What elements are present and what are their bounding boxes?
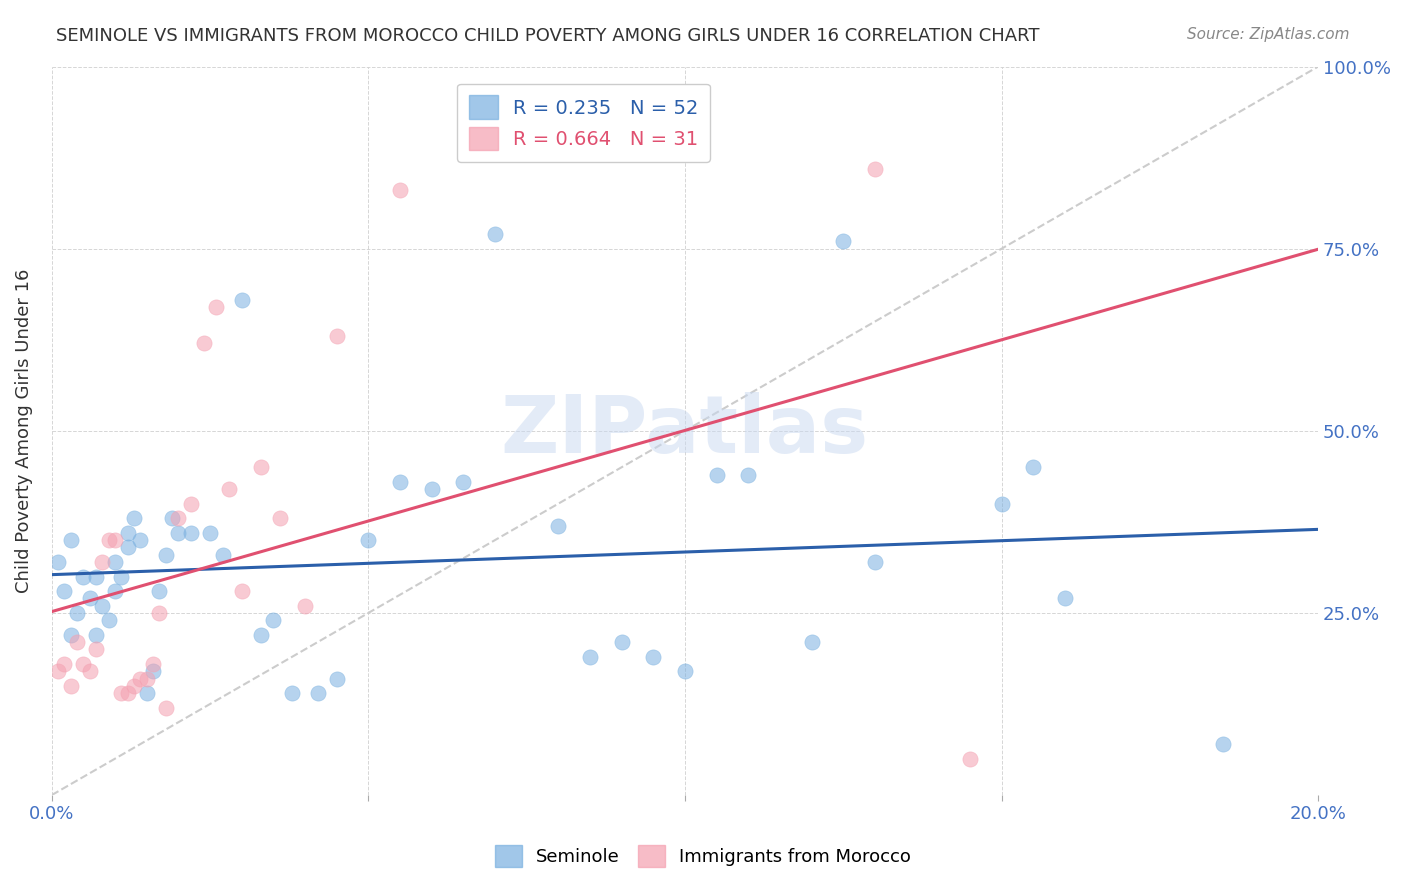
Point bbox=[160, 511, 183, 525]
Point bbox=[59, 533, 82, 547]
Text: SEMINOLE VS IMMIGRANTS FROM MOROCCO CHILD POVERTY AMONG GIRLS UNDER 16 CORRELATI: SEMINOLE VS IMMIGRANTS FROM MOROCCO CHIL… bbox=[56, 27, 1040, 45]
Point bbox=[294, 599, 316, 613]
Point bbox=[863, 555, 886, 569]
Point bbox=[863, 161, 886, 176]
Point bbox=[420, 482, 443, 496]
Point bbox=[262, 613, 284, 627]
Point bbox=[122, 511, 145, 525]
Point bbox=[135, 686, 157, 700]
Point bbox=[110, 686, 132, 700]
Point bbox=[46, 664, 69, 678]
Point bbox=[218, 482, 240, 496]
Point bbox=[142, 664, 165, 678]
Point bbox=[579, 649, 602, 664]
Point bbox=[117, 541, 139, 555]
Point bbox=[180, 525, 202, 540]
Point bbox=[72, 657, 94, 671]
Point bbox=[547, 518, 569, 533]
Point bbox=[388, 183, 411, 197]
Point bbox=[66, 606, 89, 620]
Point bbox=[142, 657, 165, 671]
Point bbox=[453, 475, 475, 489]
Y-axis label: Child Poverty Among Girls Under 16: Child Poverty Among Girls Under 16 bbox=[15, 268, 32, 593]
Point bbox=[46, 555, 69, 569]
Point bbox=[357, 533, 380, 547]
Point bbox=[91, 555, 114, 569]
Point bbox=[72, 569, 94, 583]
Point bbox=[706, 467, 728, 482]
Point bbox=[155, 700, 177, 714]
Point bbox=[155, 548, 177, 562]
Point bbox=[84, 642, 107, 657]
Point bbox=[737, 467, 759, 482]
Point bbox=[231, 293, 253, 307]
Point bbox=[832, 235, 855, 249]
Point bbox=[800, 635, 823, 649]
Text: ZIPatlas: ZIPatlas bbox=[501, 392, 869, 470]
Point bbox=[53, 657, 76, 671]
Point bbox=[959, 751, 981, 765]
Point bbox=[97, 533, 120, 547]
Point bbox=[122, 679, 145, 693]
Point bbox=[307, 686, 329, 700]
Point bbox=[104, 533, 127, 547]
Point bbox=[211, 548, 233, 562]
Point bbox=[484, 227, 506, 241]
Point bbox=[249, 628, 271, 642]
Point bbox=[59, 679, 82, 693]
Point bbox=[148, 584, 170, 599]
Point bbox=[269, 511, 291, 525]
Legend: R = 0.235   N = 52, R = 0.664   N = 31: R = 0.235 N = 52, R = 0.664 N = 31 bbox=[457, 84, 710, 162]
Legend: Seminole, Immigrants from Morocco: Seminole, Immigrants from Morocco bbox=[488, 838, 918, 874]
Point bbox=[249, 460, 271, 475]
Point bbox=[167, 525, 190, 540]
Point bbox=[231, 584, 253, 599]
Point bbox=[388, 475, 411, 489]
Point bbox=[117, 525, 139, 540]
Point bbox=[79, 591, 101, 606]
Point bbox=[117, 686, 139, 700]
Point bbox=[135, 672, 157, 686]
Point bbox=[66, 635, 89, 649]
Point bbox=[281, 686, 304, 700]
Point bbox=[91, 599, 114, 613]
Point bbox=[325, 329, 347, 343]
Point bbox=[1212, 737, 1234, 751]
Point bbox=[110, 569, 132, 583]
Text: Source: ZipAtlas.com: Source: ZipAtlas.com bbox=[1187, 27, 1350, 42]
Point bbox=[104, 555, 127, 569]
Point bbox=[610, 635, 633, 649]
Point bbox=[180, 497, 202, 511]
Point bbox=[129, 672, 152, 686]
Point bbox=[167, 511, 190, 525]
Point bbox=[673, 664, 696, 678]
Point bbox=[643, 649, 665, 664]
Point bbox=[990, 497, 1012, 511]
Point bbox=[1053, 591, 1076, 606]
Point bbox=[129, 533, 152, 547]
Point bbox=[1022, 460, 1045, 475]
Point bbox=[198, 525, 221, 540]
Point bbox=[84, 569, 107, 583]
Point bbox=[205, 300, 228, 314]
Point bbox=[325, 672, 347, 686]
Point bbox=[148, 606, 170, 620]
Point bbox=[84, 628, 107, 642]
Point bbox=[97, 613, 120, 627]
Point bbox=[104, 584, 127, 599]
Point bbox=[59, 628, 82, 642]
Point bbox=[53, 584, 76, 599]
Point bbox=[79, 664, 101, 678]
Point bbox=[193, 336, 215, 351]
